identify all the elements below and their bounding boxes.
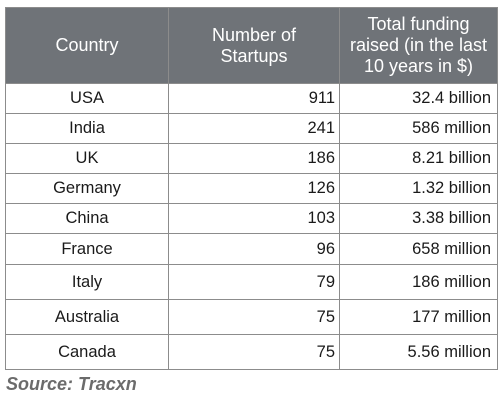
header-startups-line-2: Startups — [220, 45, 288, 66]
funding-cell: 5.56 million — [339, 334, 498, 370]
startups-count-cell: 126 — [168, 173, 340, 204]
country-cell: UK — [5, 143, 169, 174]
source-note: Source: Tracxn — [6, 374, 137, 394]
table-row: Germany 126 1.32 billion — [5, 173, 498, 204]
funding-cell: 658 million — [339, 233, 498, 265]
header-number-of-startups: Number of Startups — [168, 7, 340, 84]
funding-cell: 1.32 billion — [339, 173, 498, 204]
startup-funding-table: Country Number of Startups Total funding… — [5, 7, 498, 370]
funding-cell: 186 million — [339, 264, 498, 300]
country-cell: India — [5, 113, 169, 144]
header-total-funding: Total funding raised (in the last 10 yea… — [339, 7, 498, 84]
funding-cell: 177 million — [339, 299, 498, 335]
funding-cell: 3.38 billion — [339, 203, 498, 234]
table-row: Canada 75 5.56 million — [5, 334, 498, 370]
country-cell: Germany — [5, 173, 169, 204]
header-funding-line-3: 10 years in $) — [363, 56, 474, 76]
table-row: USA 911 32.4 billion — [5, 83, 498, 114]
country-cell: Italy — [5, 264, 169, 300]
table-row: Italy 79 186 million — [5, 264, 498, 300]
startups-count-cell: 241 — [168, 113, 340, 144]
startups-count-cell: 75 — [168, 334, 340, 370]
table-row: China 103 3.38 billion — [5, 203, 498, 234]
country-cell: France — [5, 233, 169, 265]
table-body: USA 911 32.4 billion India 241 586 million UK 1… — [5, 83, 498, 370]
country-cell: Canada — [5, 334, 169, 370]
header-country: Country — [5, 7, 169, 84]
startups-count-cell: 79 — [168, 264, 340, 300]
country-cell: Australia — [5, 299, 169, 335]
table-row: UK 186 8.21 billion — [5, 143, 498, 174]
header-country-line: Country — [55, 35, 119, 55]
startups-count-cell: 75 — [168, 299, 340, 335]
header-funding-line-1: Total funding — [367, 14, 470, 34]
startups-count-cell: 103 — [168, 203, 340, 234]
startups-count-cell: 186 — [168, 143, 340, 174]
funding-cell: 586 million — [339, 113, 498, 144]
table-row: Australia 75 177 million — [5, 299, 498, 335]
startup-funding-table-container: Country Number of Startups Total funding… — [5, 7, 498, 370]
header-startups-line-1: Number of — [211, 24, 297, 45]
table-row: France 96 658 million — [5, 233, 498, 265]
country-cell: USA — [5, 83, 169, 114]
country-cell: China — [5, 203, 169, 234]
startups-count-cell: 911 — [168, 83, 340, 114]
funding-cell: 8.21 billion — [339, 143, 498, 174]
header-funding-line-2: raised (in the last — [349, 35, 488, 55]
startups-count-cell: 96 — [168, 233, 340, 265]
funding-cell: 32.4 billion — [339, 83, 498, 114]
header-row: Country Number of Startups Total funding… — [5, 7, 498, 84]
table-row: India 241 586 million — [5, 113, 498, 144]
